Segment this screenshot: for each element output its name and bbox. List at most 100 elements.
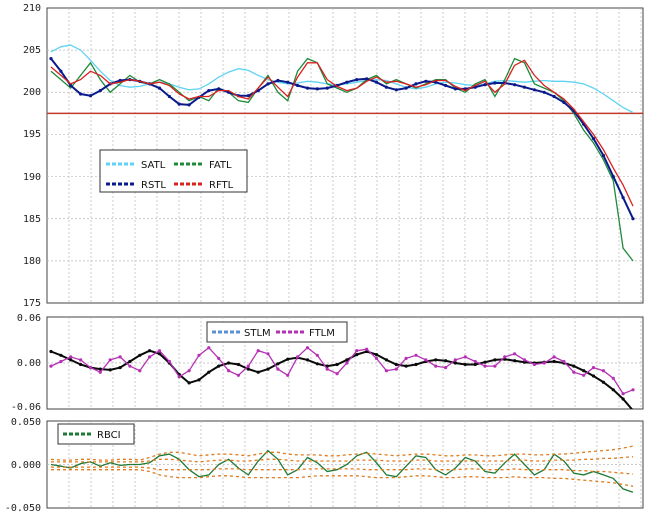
momentum-point-ftlm xyxy=(513,352,517,356)
momentum-point-ftlm xyxy=(355,349,359,353)
price-point-rstl xyxy=(522,85,527,89)
rbci-series-band-1 xyxy=(50,445,634,461)
momentum-point-ftlm xyxy=(325,367,329,371)
rbci-y-tick: 0.000 xyxy=(11,460,41,471)
rbci-y-tick: -0.050 xyxy=(5,503,41,514)
momentum-point-stlm xyxy=(286,357,290,361)
momentum-point-stlm xyxy=(148,349,152,353)
rbci-series-rbci xyxy=(50,449,634,493)
price-point-rstl xyxy=(207,89,211,93)
momentum-point-ftlm xyxy=(424,358,428,362)
price-point-rstl xyxy=(562,100,566,104)
momentum-point-ftlm xyxy=(611,376,615,380)
momentum-point-ftlm xyxy=(49,364,53,368)
momentum-point-ftlm xyxy=(591,366,596,370)
momentum-point-ftlm xyxy=(286,373,290,377)
momentum-point-stlm xyxy=(572,364,576,368)
momentum-point-stlm xyxy=(601,380,606,384)
price-point-rstl xyxy=(552,94,556,99)
legend-label-rstl: RSTL xyxy=(141,180,166,191)
momentum-point-ftlm xyxy=(453,358,457,362)
momentum-point-ftlm xyxy=(572,370,576,374)
momentum-series-ftlm xyxy=(50,346,634,395)
price-point-rstl xyxy=(49,57,53,61)
momentum-point-ftlm xyxy=(532,362,537,367)
price-y-tick: 195 xyxy=(23,129,41,140)
momentum-point-stlm xyxy=(473,362,477,367)
momentum-point-ftlm xyxy=(187,369,191,373)
legend-label-stlm: STLM xyxy=(244,328,271,339)
momentum-point-stlm xyxy=(217,364,221,368)
price-point-rstl xyxy=(167,94,171,99)
price-point-rstl xyxy=(621,196,625,200)
price-point-rstl xyxy=(305,86,310,90)
momentum-point-ftlm xyxy=(276,367,280,371)
momentum-y-tick: 0.06 xyxy=(17,313,41,324)
rbci-series-band-2 xyxy=(51,456,634,463)
price-point-rstl xyxy=(355,78,359,82)
rbci-y-axis: 0.050 0.000 -0.050 xyxy=(5,417,41,514)
price-point-rstl xyxy=(345,80,349,84)
momentum-point-stlm xyxy=(256,370,260,374)
momentum-point-ftlm xyxy=(631,388,635,392)
momentum-point-ftlm xyxy=(522,358,527,362)
rbci-series-band-3 xyxy=(51,466,634,475)
price-point-rstl xyxy=(394,88,398,92)
momentum-point-ftlm xyxy=(79,358,83,362)
price-point-rstl xyxy=(591,137,596,141)
momentum-point-stlm xyxy=(434,358,438,362)
price-y-tick: 190 xyxy=(23,172,41,183)
legend-label-fatl: FATL xyxy=(209,160,232,171)
momentum-point-ftlm xyxy=(552,355,556,359)
rbci-series-band-4 xyxy=(51,469,634,487)
momentum-point-stlm xyxy=(621,397,625,401)
momentum-point-ftlm xyxy=(374,356,379,360)
momentum-point-ftlm xyxy=(394,367,398,371)
price-point-rstl xyxy=(453,87,457,91)
price-point-rstl xyxy=(69,83,73,88)
momentum-point-stlm xyxy=(246,367,250,371)
momentum-point-ftlm xyxy=(444,366,448,370)
momentum-point-stlm xyxy=(394,362,398,367)
momentum-point-ftlm xyxy=(483,364,487,368)
momentum-point-ftlm xyxy=(197,353,201,357)
rbci-y-tick: 0.050 xyxy=(11,417,41,428)
price-y-axis: 210 205 200 195 190 185 180 175 xyxy=(23,3,41,309)
momentum-point-ftlm xyxy=(335,372,339,376)
rbci-legend: RBCI xyxy=(57,423,135,445)
price-point-rstl xyxy=(384,85,388,89)
momentum-point-stlm xyxy=(59,353,63,357)
momentum-point-ftlm xyxy=(414,353,418,357)
momentum-point-ftlm xyxy=(167,359,171,364)
momentum-point-stlm xyxy=(522,360,527,364)
price-point-rstl xyxy=(246,94,250,98)
momentum-point-stlm xyxy=(384,358,388,362)
price-point-rstl xyxy=(483,83,487,87)
price-y-tick: 205 xyxy=(23,45,41,56)
legend-label-satl: SATL xyxy=(141,160,166,171)
legend-box xyxy=(57,423,135,445)
momentum-point-ftlm xyxy=(59,359,63,364)
momentum-point-stlm xyxy=(128,359,132,364)
momentum-point-ftlm xyxy=(296,355,300,359)
momentum-point-stlm xyxy=(69,358,73,362)
momentum-point-stlm xyxy=(463,362,467,367)
price-point-rstl xyxy=(493,81,497,85)
momentum-point-stlm xyxy=(513,359,517,363)
price-point-rstl xyxy=(286,80,290,84)
price-point-rstl xyxy=(315,87,319,91)
price-point-rstl xyxy=(542,90,546,94)
momentum-point-stlm xyxy=(374,353,379,357)
momentum-point-ftlm xyxy=(582,373,586,377)
price-point-rstl xyxy=(404,86,408,90)
momentum-point-ftlm xyxy=(434,364,438,368)
momentum-point-ftlm xyxy=(503,355,507,359)
momentum-point-stlm xyxy=(157,352,162,356)
momentum-point-ftlm xyxy=(542,361,546,365)
momentum-point-ftlm xyxy=(463,355,467,359)
momentum-point-stlm xyxy=(207,370,211,374)
momentum-point-ftlm xyxy=(384,369,388,373)
momentum-point-stlm xyxy=(236,362,240,367)
momentum-point-stlm xyxy=(414,362,418,367)
